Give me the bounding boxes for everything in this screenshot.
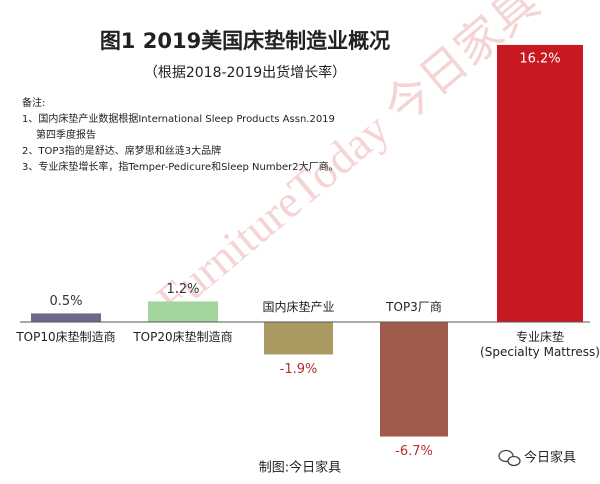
category-label: TOP3厂商	[385, 298, 442, 313]
category-line: 专业床垫	[516, 328, 564, 343]
bar	[148, 301, 218, 322]
note-line: 2、TOP3指的是舒达、席梦思和丝涟3大品牌	[22, 144, 221, 157]
logo-icon	[498, 449, 521, 467]
chart-title: 图1 2019美国床垫制造业概况	[100, 29, 390, 53]
logo-text: 今日家具	[524, 450, 576, 466]
notes-title: 备注:	[22, 96, 45, 109]
category-label: 国内床垫产业	[262, 298, 334, 313]
bar	[380, 321, 448, 437]
value-label: 16.2%	[519, 51, 560, 66]
footer: 制图:今日家具	[259, 460, 341, 476]
bar	[264, 321, 333, 355]
category-line: TOP3厂商	[385, 298, 442, 313]
category-line: TOP20床垫制造商	[132, 328, 232, 343]
category-line: (Specialty Mattress)	[480, 344, 600, 358]
category-label: TOP10床垫制造商	[15, 328, 115, 343]
category-line: 国内床垫产业	[262, 298, 334, 313]
bar	[497, 44, 583, 322]
note-line: 3、专业床垫增长率，指Temper-Pedicure和Sleep Number2…	[22, 160, 339, 173]
note-line: 1、国内床垫产业数据根据International Sleep Products…	[22, 112, 335, 125]
value-label: -6.7%	[395, 444, 433, 459]
note-line: 第四季度报告	[36, 128, 96, 141]
value-label: 0.5%	[49, 294, 82, 309]
value-label: -1.9%	[280, 362, 318, 377]
bar	[31, 313, 101, 322]
value-label: 1.2%	[166, 282, 199, 297]
chart-subtitle: （根据2018-2019出货增长率）	[144, 64, 346, 81]
category-label: TOP20床垫制造商	[132, 328, 232, 343]
category-label: 专业床垫(Specialty Mattress)	[480, 328, 600, 358]
category-line: TOP10床垫制造商	[15, 328, 115, 343]
